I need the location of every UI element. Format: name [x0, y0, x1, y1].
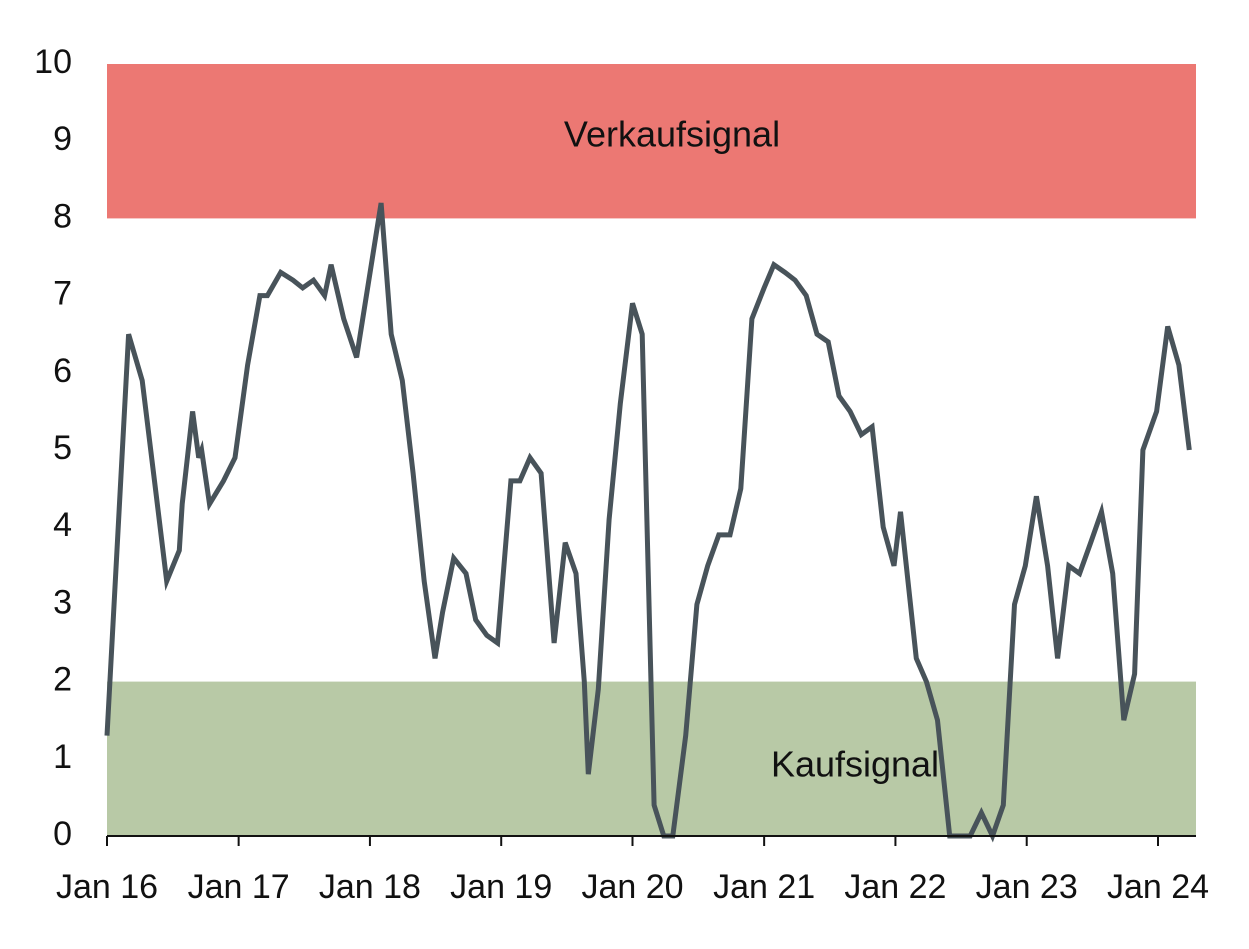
y-axis: 0 1 2 3 4 5 6 7 8 9 10 [34, 43, 72, 853]
y-tick-label: 3 [53, 583, 72, 621]
x-tick-label: Jan 21 [713, 868, 815, 906]
x-tick-label: Jan 23 [976, 868, 1078, 906]
y-tick-label: 0 [53, 815, 72, 853]
x-tick-label: Jan 17 [188, 868, 290, 906]
x-tick-label: Jan 16 [56, 868, 158, 906]
x-tick-label: Jan 18 [319, 868, 421, 906]
y-tick-label: 1 [53, 738, 72, 776]
y-tick-label: 9 [53, 120, 72, 158]
x-tick-label: Jan 24 [1107, 868, 1209, 906]
series-lines [104, 202, 1192, 843]
y-tick-label: 7 [53, 275, 72, 313]
band-verkaufsignal [107, 64, 1196, 219]
y-tick-label: 8 [53, 197, 72, 235]
series-line-0 [104, 202, 1192, 843]
x-tick-label: Jan 19 [450, 868, 552, 906]
y-tick-label: 6 [53, 352, 72, 390]
x-tick-label: Jan 20 [581, 868, 683, 906]
band-label-kaufsignal: Kaufsignal [771, 744, 939, 785]
x-axis: Jan 16 Jan 17 Jan 18 Jan 19 Jan 20 Jan 21 Jan … [56, 835, 1209, 906]
band-labels: Verkaufsignal Kaufsignal [564, 114, 939, 785]
x-tick-label: Jan 22 [844, 868, 946, 906]
y-tick-label: 2 [53, 661, 72, 699]
band-label-verkaufsignal: Verkaufsignal [564, 114, 780, 155]
y-tick-label: 5 [53, 429, 72, 467]
y-tick-label: 10 [34, 43, 72, 81]
y-tick-label: 4 [53, 506, 72, 544]
